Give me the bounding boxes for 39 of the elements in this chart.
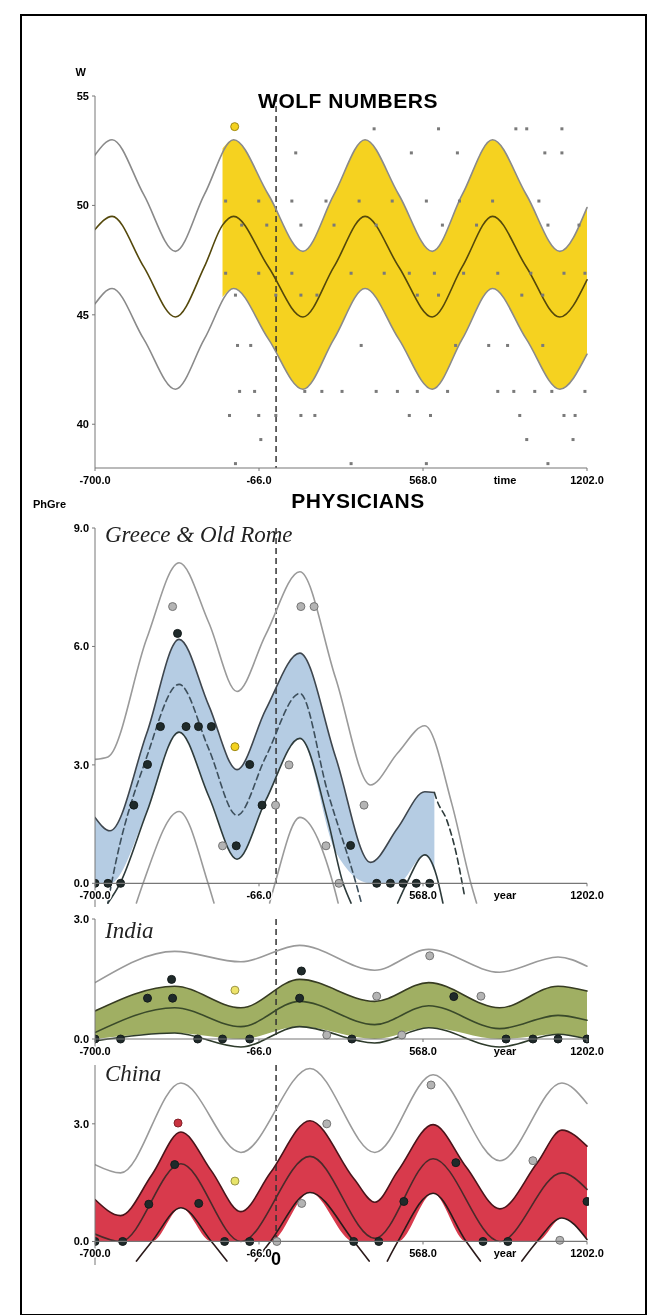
x-tick-label: 568.0 bbox=[409, 1045, 437, 1057]
y-tick-label: 0.0 bbox=[73, 1032, 89, 1045]
y-tick-label: 3.0 bbox=[73, 912, 89, 925]
x-axis-title: year bbox=[493, 1247, 518, 1260]
x-tick-label: 568.0 bbox=[409, 1247, 437, 1260]
y-axis-title: PhGre bbox=[32, 498, 66, 510]
chart-title: WOLF NUMBERS bbox=[258, 89, 438, 112]
x-tick-label: 1202.0 bbox=[570, 1247, 604, 1260]
y-tick-label: 45 bbox=[76, 308, 89, 321]
y-tick-label: 6.0 bbox=[73, 640, 89, 653]
chart-subtitle: Greece & Old Rome bbox=[105, 522, 293, 547]
ref-line-label: 0 bbox=[271, 1249, 282, 1270]
x-tick-label: 568.0 bbox=[409, 474, 437, 486]
x-axis-title: time bbox=[493, 474, 517, 486]
y-tick-label: 0.0 bbox=[73, 877, 89, 890]
y-axis-title: W bbox=[75, 66, 87, 78]
x-tick-label: -700.0 bbox=[79, 1247, 111, 1260]
x-tick-label: -66.0 bbox=[246, 889, 272, 902]
x-tick-label: -700.0 bbox=[79, 889, 111, 902]
x-tick-label: -700.0 bbox=[79, 474, 111, 486]
y-tick-label: 3.0 bbox=[73, 758, 89, 771]
y-tick-label: 9.0 bbox=[73, 521, 89, 534]
x-axis-title: year bbox=[493, 889, 518, 902]
y-tick-label: 0.0 bbox=[73, 1235, 89, 1248]
x-tick-label: -66.0 bbox=[246, 1045, 272, 1057]
chart-subtitle: China bbox=[105, 1061, 162, 1086]
x-tick-label: 1202.0 bbox=[570, 889, 604, 902]
x-axis-title: year bbox=[493, 1045, 518, 1057]
x-tick-label: -66.0 bbox=[246, 474, 272, 486]
x-tick-label: 1202.0 bbox=[570, 1045, 604, 1057]
x-tick-label: 568.0 bbox=[409, 889, 437, 902]
chart-subtitle: India bbox=[104, 918, 154, 943]
x-tick-label: 1202.0 bbox=[570, 474, 604, 486]
y-tick-label: 55 bbox=[76, 89, 89, 102]
y-tick-label: 40 bbox=[76, 418, 89, 431]
y-tick-label: 50 bbox=[76, 199, 89, 212]
x-tick-label: -700.0 bbox=[79, 1045, 111, 1057]
y-tick-label: 3.0 bbox=[73, 1117, 89, 1130]
chart-title: PHYSICIANS bbox=[291, 489, 425, 512]
